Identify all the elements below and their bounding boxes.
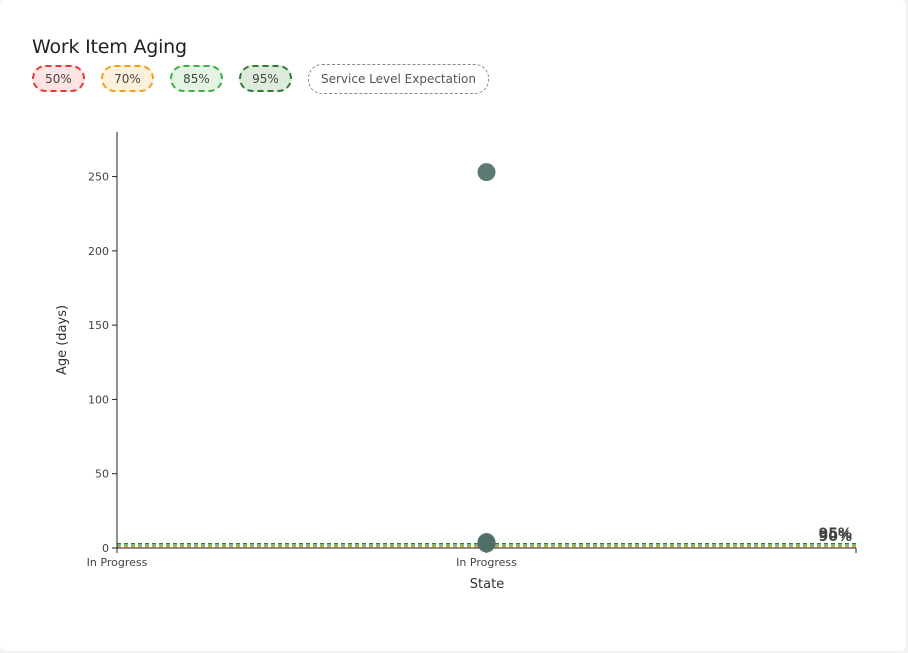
legend-chip-sle[interactable]: Service Level Expectation xyxy=(308,64,489,94)
y-tick-label: 200 xyxy=(88,245,109,258)
percentile-labels: 95%90% xyxy=(818,526,852,545)
percentile-label: 90% xyxy=(818,529,852,545)
y-tick-label: 0 xyxy=(102,542,109,555)
x-axis-label: State xyxy=(470,577,504,592)
legend-chip-50[interactable]: 50% xyxy=(32,65,85,92)
y-tick-label: 100 xyxy=(88,393,109,406)
data-point[interactable] xyxy=(477,534,496,553)
y-tick-label: 50 xyxy=(95,468,109,481)
legend-chip-70[interactable]: 70% xyxy=(101,65,154,92)
x-tick-label: In Progress xyxy=(87,556,148,569)
legend: 50% 70% 85% 95% Service Level Expectatio… xyxy=(32,64,489,94)
x-tick-label: In Progress xyxy=(456,556,517,569)
y-tick-label: 250 xyxy=(88,171,109,184)
data-point[interactable] xyxy=(477,163,496,182)
y-axis-ticks: 0 50 100 150 200 250 xyxy=(88,171,117,555)
legend-chip-85[interactable]: 85% xyxy=(170,65,223,92)
y-tick-label: 150 xyxy=(88,319,109,332)
x-axis-ticks: In Progress In Progress xyxy=(87,548,857,569)
percentile-label: 95% xyxy=(818,526,852,542)
legend-chip-95[interactable]: 95% xyxy=(239,65,292,92)
data-points xyxy=(477,163,496,553)
y-axis-label: Age (days) xyxy=(55,305,70,375)
chart-title: Work Item Aging xyxy=(32,36,187,58)
